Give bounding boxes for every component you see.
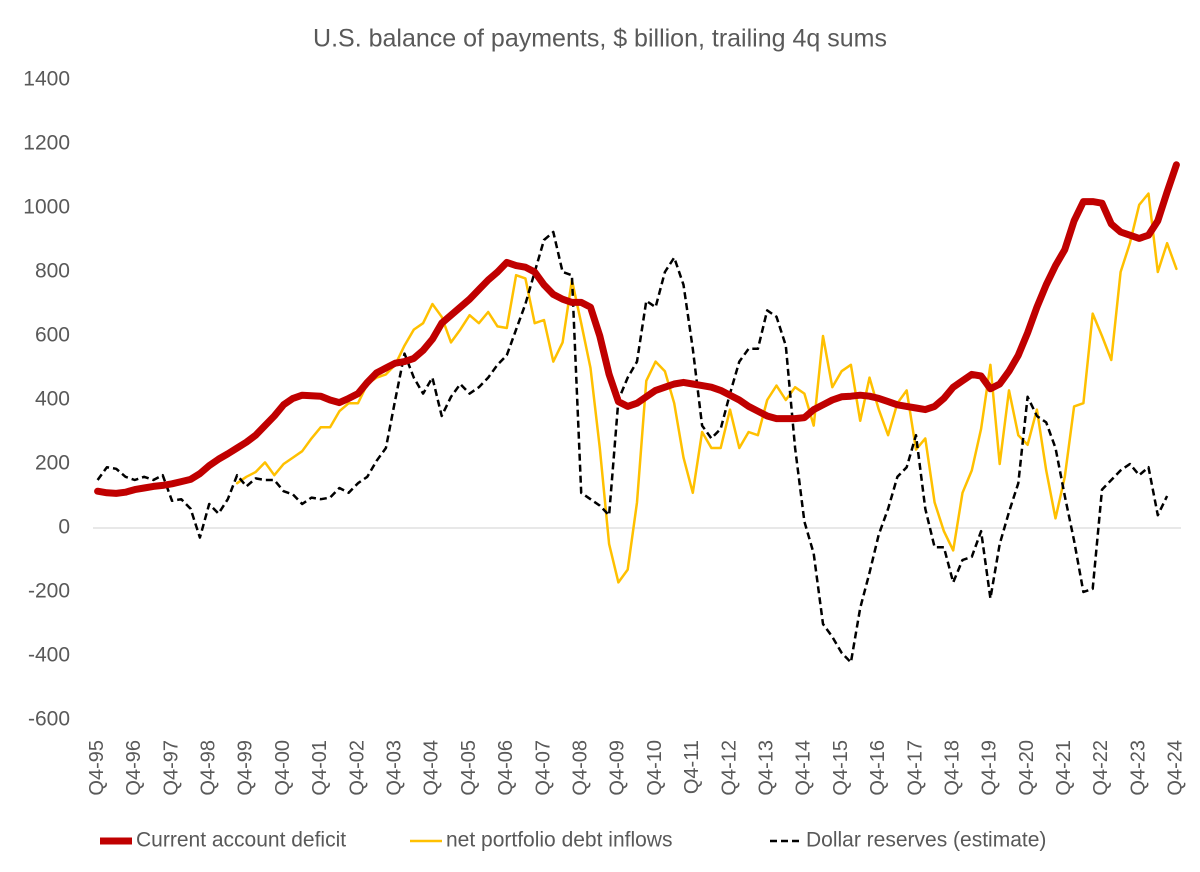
x-tick-label: Q4-06: [495, 740, 517, 796]
x-tick-label: Q4-96: [123, 740, 145, 796]
x-tick-label: Q4-01: [309, 740, 331, 796]
legend-label: Dollar reserves (estimate): [806, 829, 1046, 852]
y-tick-label: 400: [35, 388, 70, 411]
x-tick-label: Q4-00: [272, 740, 294, 796]
chart-title: U.S. balance of payments, $ billion, tra…: [313, 25, 887, 53]
y-tick-label: -400: [28, 644, 70, 667]
x-tick-label: Q4-17: [904, 740, 926, 796]
x-tick-label: Q4-03: [384, 740, 406, 796]
x-tick-label: Q4-13: [755, 740, 777, 796]
x-tick-label: Q4-21: [1053, 740, 1075, 796]
x-tick-label: Q4-20: [1016, 740, 1038, 796]
x-tick-label: Q4-10: [644, 740, 666, 796]
x-tick-label: Q4-05: [458, 740, 480, 796]
y-tick-label: 0: [58, 516, 70, 539]
x-tick-label: Q4-22: [1090, 740, 1112, 796]
x-tick-label: Q4-04: [421, 740, 443, 796]
x-tick-label: Q4-09: [607, 740, 629, 796]
y-tick-label: 1200: [23, 132, 70, 155]
y-tick-label: 600: [35, 324, 70, 347]
x-tick-label: Q4-98: [198, 740, 220, 796]
x-tick-label: Q4-15: [830, 740, 852, 796]
series-line: [96, 230, 1169, 664]
x-tick-label: Q4-99: [235, 740, 257, 796]
x-tick-label: Q4-12: [718, 740, 740, 796]
x-tick-label: Q4-11: [681, 740, 703, 794]
y-tick-label: 1000: [23, 196, 70, 219]
x-tick-label: Q4-16: [867, 740, 889, 796]
x-tick-label: Q4-18: [941, 740, 963, 796]
x-tick-label: Q4-23: [1127, 740, 1149, 796]
x-tick-label: Q4-02: [346, 740, 368, 796]
x-tick-label: Q4-95: [86, 740, 108, 796]
legend-label: Current account deficit: [136, 829, 346, 852]
x-tick-label: Q4-14: [793, 740, 815, 796]
legend-label: net portfolio debt inflows: [446, 829, 672, 852]
y-tick-label: -600: [28, 708, 70, 731]
y-tick-label: 200: [35, 452, 70, 475]
y-tick-label: 1400: [23, 68, 70, 91]
x-tick-label: Q4-19: [979, 740, 1001, 796]
x-tick-label: Q4-08: [569, 740, 591, 796]
x-tick-label: Q4-07: [532, 740, 554, 796]
x-tick-label: Q4-24: [1165, 740, 1187, 796]
series-line: [94, 161, 1180, 497]
x-tick-label: Q4-97: [160, 740, 182, 796]
y-tick-label: 800: [35, 260, 70, 283]
y-tick-label: -200: [28, 580, 70, 603]
